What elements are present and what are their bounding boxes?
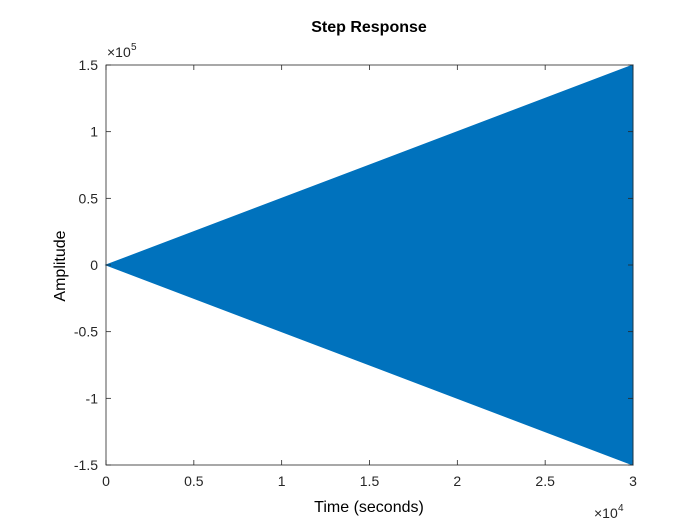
y-tick-label: -1.5 — [74, 457, 98, 473]
plot-area: 0 0.5 1 1.5 2 2.5 3 -1.5 -1 -0.5 0 0.5 1 1.5 — [74, 57, 637, 489]
y-exponent-power: 5 — [131, 42, 137, 53]
ticks-layer: 0 0.5 1 1.5 2 2.5 3 -1.5 -1 -0.5 0 0.5 1 1.5 — [74, 57, 637, 489]
y-tick-label: 0 — [90, 257, 98, 273]
x-tick-label: 2 — [453, 473, 461, 489]
y-exponent-label: ×10 5 — [107, 42, 137, 60]
x-tick-label: 0 — [102, 473, 110, 489]
x-tick-label: 3 — [629, 473, 637, 489]
x-tick-label: 1.5 — [360, 473, 380, 489]
y-exponent-base: ×10 — [107, 44, 131, 60]
y-tick-label: 1.5 — [79, 57, 99, 73]
y-tick-label: -1 — [86, 390, 99, 406]
x-tick-label: 2.5 — [535, 473, 555, 489]
x-exponent-label: ×10 4 — [594, 503, 624, 521]
x-exponent-power: 4 — [618, 503, 624, 514]
chart-title: Step Response — [311, 19, 427, 36]
y-tick-label: -0.5 — [74, 324, 98, 340]
y-axis-label: Amplitude — [52, 230, 69, 301]
x-tick-label: 0.5 — [184, 473, 204, 489]
y-tick-label: 1 — [90, 124, 98, 140]
y-tick-label: 0.5 — [79, 190, 99, 206]
x-axis-label: Time (seconds) — [314, 499, 424, 516]
x-tick-label: 1 — [278, 473, 286, 489]
x-exponent-base: ×10 — [594, 505, 618, 521]
